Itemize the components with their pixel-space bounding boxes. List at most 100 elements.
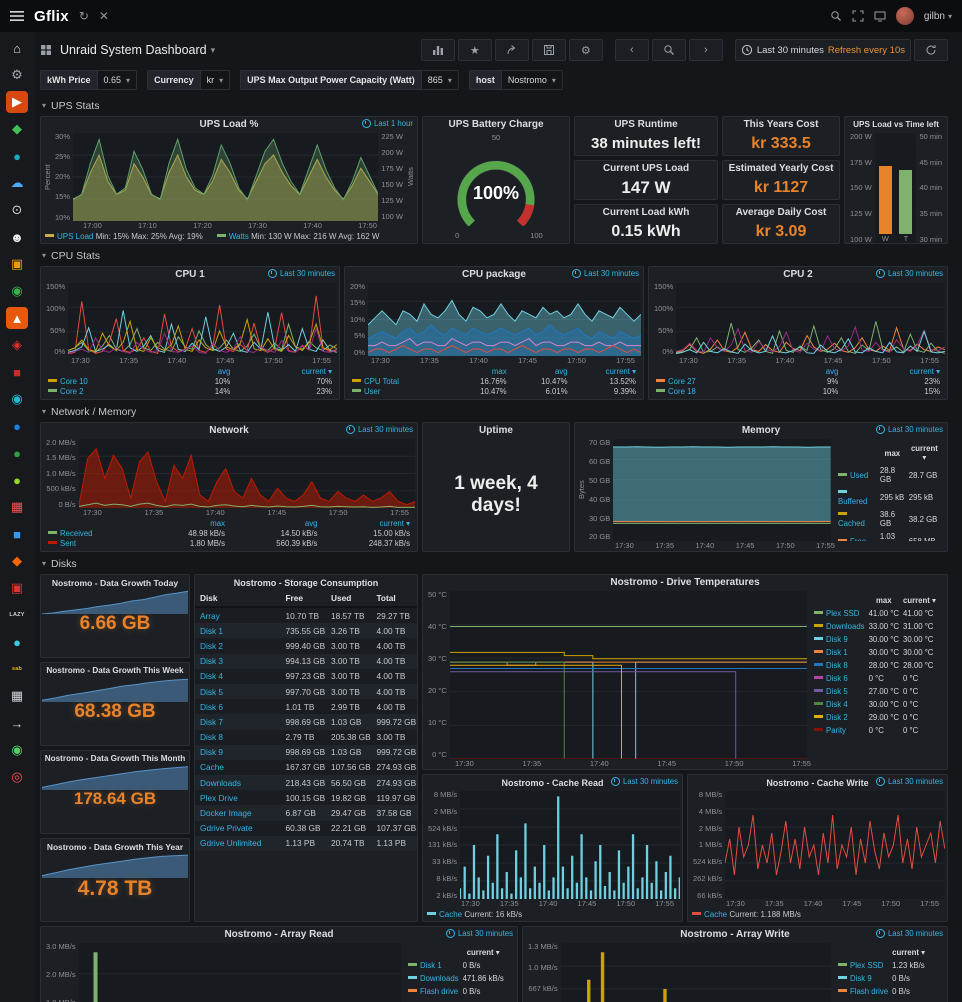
column-header[interactable]: Disk [195, 590, 281, 608]
legend-item[interactable]: Disk 4 30.00 °C 0 °C [813, 699, 937, 710]
cpu1-graph[interactable] [68, 283, 337, 357]
panel-header[interactable]: Nostromo - Array Read Last 30 minutes [41, 927, 517, 942]
chevron-down-icon[interactable]: ▾ [210, 44, 216, 55]
legend-column[interactable]: max [884, 448, 901, 458]
legend-item[interactable]: Flash drive 0 B/s [407, 986, 505, 997]
legend-column[interactable]: avg [555, 367, 568, 377]
legend-column[interactable]: avg [304, 519, 318, 529]
time-range-button[interactable]: Last 30 minutes Refresh every 10s [734, 39, 911, 61]
app-user-icon[interactable]: ☻ [10, 229, 24, 245]
legend-item[interactable]: Cache Current: 1.188 MB/s [692, 910, 801, 919]
array-read-graph[interactable] [78, 943, 401, 1002]
legend-column[interactable]: max [210, 519, 225, 529]
legend-item[interactable]: Buffered 295 kB 295 kB [837, 487, 941, 507]
dashboard-title[interactable]: Unraid System Dashboard [60, 43, 207, 57]
legend-item[interactable]: Core 27 9% 23% [653, 377, 943, 387]
disk-link[interactable]: Disk 3 [195, 653, 281, 669]
cast-icon[interactable] [874, 10, 886, 22]
memory-graph[interactable] [613, 439, 831, 541]
app-red-grid-icon[interactable]: ▣ [10, 580, 24, 595]
close-icon[interactable]: ✕ [98, 9, 109, 23]
column-header[interactable]: Free [280, 590, 326, 608]
search-icon[interactable] [830, 10, 842, 22]
app-lime-icon[interactable]: ● [13, 472, 21, 488]
legend-item[interactable]: Received 48.98 kB/s 14.50 kB/s 15.00 kB/s [45, 529, 413, 539]
legend-item[interactable]: Core 2 14% 23% [45, 387, 335, 397]
array-write-graph[interactable] [560, 943, 831, 1002]
legend-column[interactable]: current ▾ [301, 367, 332, 377]
app-plex-icon[interactable]: ▣ [10, 256, 24, 271]
legend-column[interactable]: avg [825, 367, 839, 377]
disk-link[interactable]: Array [195, 607, 281, 624]
row-header-cpu-stats[interactable]: ▾ CPU Stats [42, 249, 101, 262]
time-forward-button[interactable]: › [688, 39, 723, 61]
legend-item[interactable]: Used 28.8 GB 28.7 GB [837, 465, 941, 485]
legend-item[interactable]: Parity 0 °C 0 °C [813, 725, 937, 736]
legend-item[interactable]: UPS Load Min: 15% Max: 25% Avg: 19% [45, 232, 203, 241]
avatar[interactable] [895, 7, 914, 25]
logout-icon[interactable]: → [10, 715, 24, 731]
grafana-icon[interactable]: ▲ [6, 307, 28, 329]
legend-item[interactable]: Disk 8 28.00 °C 28.00 °C [813, 660, 937, 671]
panel-header[interactable]: UPS Load vs Time left [845, 117, 947, 132]
legend-column[interactable]: avg [217, 367, 231, 377]
app-green-ring-icon[interactable]: ◉ [11, 283, 23, 298]
app-green-dot-icon[interactable]: ● [13, 445, 21, 461]
app-orange-diamond-icon[interactable]: ◆ [12, 553, 22, 568]
legend-column[interactable]: max [875, 596, 892, 605]
legend-item[interactable]: Disk 9 30.00 °C 30.00 °C [813, 634, 937, 645]
disk-link[interactable]: Disk 1 [195, 623, 281, 639]
legend-item[interactable]: Cached 38.6 GB 38.2 GB [838, 510, 938, 528]
cpu-package-graph[interactable] [368, 283, 641, 357]
disk-link[interactable]: Disk 6 [195, 699, 281, 715]
disk-link[interactable]: Disk 5 [195, 683, 281, 700]
drive-temps-graph[interactable] [449, 591, 807, 759]
app-blue-dot-icon[interactable]: ● [13, 418, 21, 434]
settings-button[interactable]: ⚙ [568, 39, 603, 61]
variable-host[interactable]: host Nostromo ▾ [468, 70, 563, 90]
column-header[interactable]: Total [371, 590, 417, 608]
legend-column[interactable]: current ▾ [379, 519, 410, 529]
refresh-button[interactable] [914, 39, 948, 61]
panel-header[interactable]: Nostromo - Cache Write Last 30 minutes [688, 775, 947, 790]
disk-link[interactable]: Disk 8 [195, 729, 281, 745]
sync-icon[interactable]: ↻ [78, 9, 89, 23]
app-eye-icon[interactable]: ◉ [11, 391, 23, 406]
star-button[interactable]: ★ [457, 39, 492, 61]
disk-link[interactable]: Disk 9 [195, 744, 281, 760]
panel-header[interactable]: Average Daily Cost [723, 205, 839, 220]
panel-header[interactable]: Memory Last 30 minutes [575, 423, 947, 438]
legend-item[interactable]: CPU Total 16.76% 10.47% 13.52% [349, 377, 639, 387]
disk-link[interactable]: Downloads [195, 775, 281, 791]
app-teal-icon[interactable]: ● [13, 148, 21, 164]
disk-link[interactable]: Disk 4 [195, 668, 281, 684]
apps-grid-icon[interactable] [40, 44, 52, 56]
panel-header[interactable]: Nostromo - Data Growth This Week [41, 663, 189, 678]
save-button[interactable] [531, 39, 566, 61]
legend-item[interactable]: Flash drive 0 B/s [837, 986, 926, 997]
settings-icon[interactable]: ⚙ [11, 67, 23, 82]
legend-column[interactable]: current ▾ [892, 948, 926, 957]
app-stripes-icon[interactable]: ▦ [10, 499, 24, 514]
battery-gauge[interactable]: 100% 0 50 100 [423, 132, 569, 243]
panel-header[interactable]: UPS Load % Last 1 hour [41, 117, 417, 132]
panel-header[interactable]: UPS Battery Charge [423, 117, 569, 132]
app-target-icon[interactable]: ◎ [11, 769, 23, 784]
panel-header[interactable]: Nostromo - Array Write Last 30 minutes [523, 927, 947, 942]
app-red-box-icon[interactable]: ■ [13, 364, 21, 380]
panel-header[interactable]: Current Load kWh [575, 205, 717, 220]
app-github-icon[interactable]: ◉ [11, 742, 23, 757]
zoom-out-button[interactable] [651, 39, 686, 61]
app-blue-square-icon[interactable]: ■ [13, 526, 21, 542]
legend-item[interactable]: Plex SSD 41.00 °C 41.00 °C [813, 608, 937, 619]
ups-load-graph[interactable] [73, 133, 379, 221]
disk-link[interactable]: Gdrive Unlimited [195, 835, 281, 851]
panel-header[interactable]: CPU 2 Last 30 minutes [649, 267, 947, 282]
legend-column[interactable]: current ▾ [466, 948, 500, 957]
search-icon[interactable]: ⊙ [11, 202, 23, 217]
row-header-ups-stats[interactable]: ▾ UPS Stats [42, 99, 100, 112]
